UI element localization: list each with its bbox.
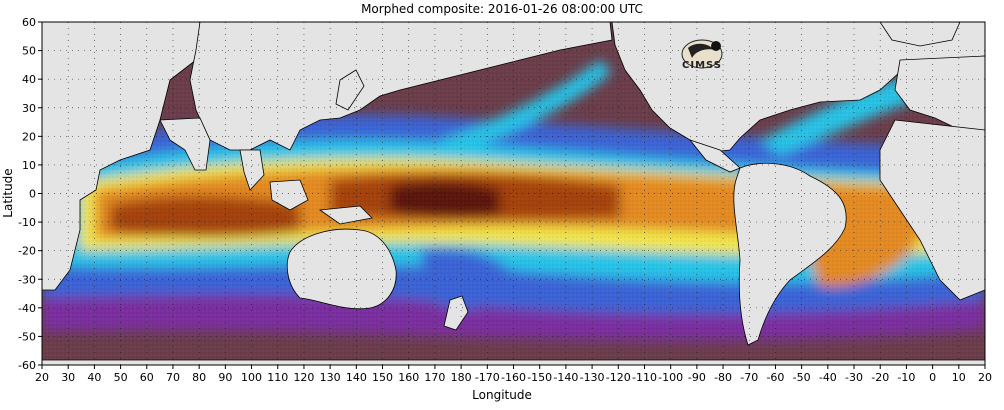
x-tick-label: 100 [241,371,262,384]
land-south-america [733,163,847,346]
x-tick-label: 140 [346,371,367,384]
x-tick-label: 10 [952,371,966,384]
x-tick-label: -140 [553,371,578,384]
x-tick-label: -150 [527,371,552,384]
y-tick-label: 30 [22,102,36,115]
x-tick-label: 180 [451,371,472,384]
x-tick-label: 70 [166,371,180,384]
x-tick-label: -120 [606,371,631,384]
land-central-america [688,139,741,173]
x-tick-label: -160 [501,371,526,384]
x-tick-label: -50 [793,371,811,384]
land-antarctic-edge [42,359,985,365]
land-borneo [269,179,309,211]
x-tick-label: -20 [871,371,889,384]
x-tick-label: -10 [897,371,915,384]
x-tick-label: 50 [114,371,128,384]
y-tick-label: 60 [22,16,36,29]
x-tick-label: 80 [192,371,206,384]
y-axis-label: Latitude [1,168,15,218]
x-axis-label: Longitude [472,388,532,402]
logo-text: CIMSS [682,60,722,71]
x-tick-label: 170 [424,371,445,384]
cimss-globe-icon [681,39,723,69]
x-tick-label: 150 [372,371,393,384]
x-tick-label: -170 [475,371,500,384]
x-tick-label: 30 [61,371,75,384]
x-tick-label: -30 [845,371,863,384]
x-tick-label: 110 [267,371,288,384]
cimss-logo: CIMSS [674,38,730,76]
y-tick-label: -50 [18,330,36,343]
x-tick-label: -40 [819,371,837,384]
x-tick-label: 90 [218,371,232,384]
x-tick-label: 160 [398,371,419,384]
x-tick-label: -90 [688,371,706,384]
land-europe-west [894,55,985,131]
map-title: Morphed composite: 2016-01-26 08:00:00 U… [361,2,643,16]
land-greenland [879,22,961,47]
y-tick-label: 50 [22,45,36,58]
land-new-zealand [443,295,469,331]
x-tick-label: 0 [929,371,936,384]
y-tick-label: 10 [22,159,36,172]
y-tick-label: -60 [18,359,36,372]
x-tick-label: -80 [714,371,732,384]
x-tick-label: 120 [293,371,314,384]
y-tick-label: -20 [18,245,36,258]
x-tick-label: -70 [740,371,758,384]
x-tick-label: 20 [978,371,992,384]
x-tick-label: 20 [35,371,49,384]
y-tick-label: -10 [18,216,36,229]
land-africa [42,22,201,291]
x-tick-label: -100 [658,371,683,384]
land-southeast-asia [239,149,265,191]
land-new-guinea [318,205,373,225]
land-india [159,117,211,171]
x-tick-label: 40 [87,371,101,384]
land-japan [335,69,365,111]
x-tick-label: 130 [320,371,341,384]
y-tick-label: -30 [18,273,36,286]
y-tick-label: 0 [29,188,36,201]
land-australia [286,228,397,310]
x-tick-label: 60 [140,371,154,384]
x-tick-label: -60 [766,371,784,384]
x-tick-label: -110 [632,371,657,384]
y-tick-label: 40 [22,73,36,86]
y-tick-label: 20 [22,130,36,143]
y-tick-label: -40 [18,302,36,315]
x-tick-label: -130 [580,371,605,384]
